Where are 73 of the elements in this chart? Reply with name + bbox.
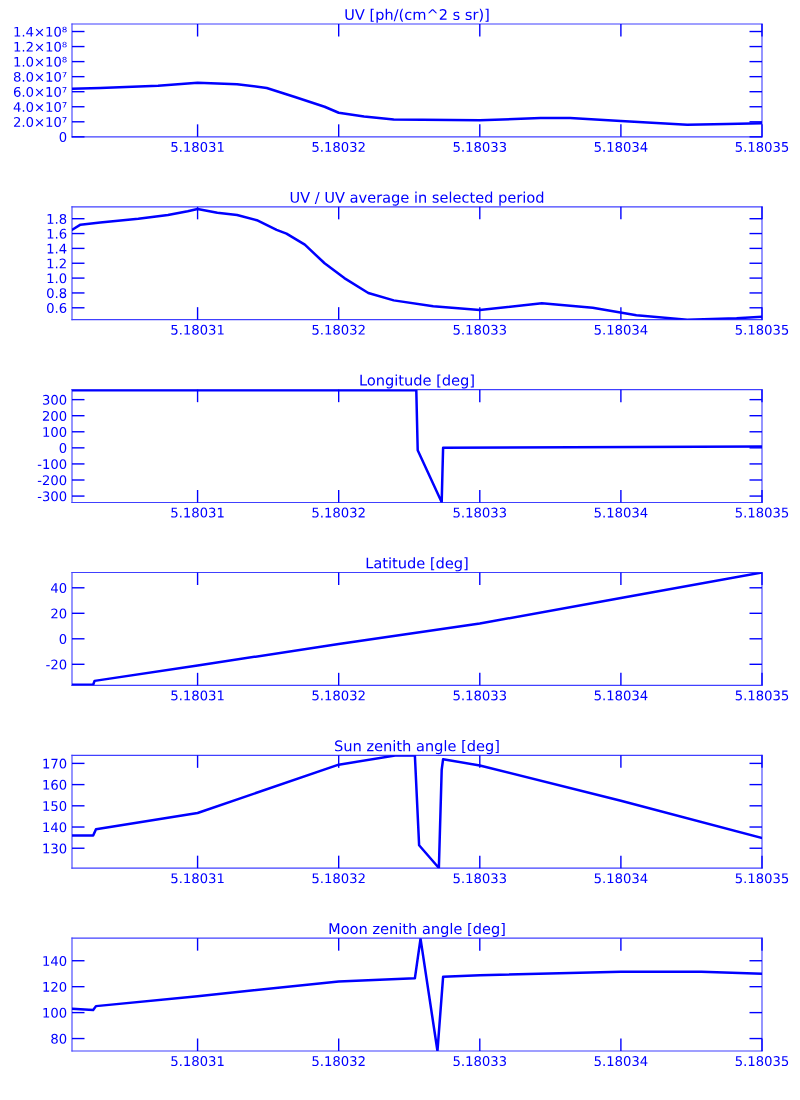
y-tick-label: -200 (37, 475, 67, 486)
x-tick-label: 5.18032 (312, 507, 365, 518)
y-tick-label: 20 (51, 608, 67, 619)
y-tick-label: 0 (59, 634, 67, 644)
line-series (72, 755, 762, 869)
x-tick-label: 5.18032 (312, 141, 365, 152)
y-tick-label: 80 (51, 1033, 67, 1044)
y-tick-label: 1.8 (47, 213, 67, 224)
y-tick-label: 8.0×10⁷ (13, 71, 67, 82)
y-tick-label: 1.2×10⁸ (14, 41, 67, 52)
chart-title: UV [ph/(cm^2 s sr)] (345, 8, 489, 23)
y-tick-label: 150 (43, 801, 67, 812)
x-tick-label: 5.18034 (594, 141, 648, 152)
x-tick-label: 5.18033 (453, 141, 507, 152)
x-tick-label: 5.18031 (171, 1056, 224, 1067)
x-tick-label: 5.18034 (594, 507, 648, 518)
y-tick-label: -20 (46, 659, 67, 670)
y-tick-label: -100 (37, 459, 67, 470)
x-tick-label: 5.18032 (312, 873, 365, 884)
x-tick-label: 5.18032 (312, 690, 365, 701)
y-tick-label: 100 (43, 1007, 67, 1018)
y-tick-label: 0.8 (47, 288, 67, 299)
x-tick-label: 5.18035 (735, 1056, 789, 1067)
chart-title: UV / UV average in selected period (290, 191, 544, 206)
y-tick-label: 4.0×10⁷ (13, 101, 67, 112)
x-tick-label: 5.18033 (453, 690, 507, 701)
y-tick-label: 130 (43, 843, 67, 854)
y-tick-label: 1.6 (47, 228, 67, 239)
x-tick-label: 5.18032 (312, 1056, 365, 1067)
x-tick-label: 5.18033 (453, 1056, 507, 1067)
x-tick-label: 5.18034 (594, 1056, 648, 1067)
x-tick-label: 5.18035 (735, 507, 789, 518)
y-tick-label: 0 (59, 132, 67, 143)
y-tick-label: 40 (50, 583, 67, 593)
y-tick-label: 160 (43, 779, 67, 790)
x-tick-label: 5.18035 (735, 690, 789, 701)
x-tick-label: 5.18034 (594, 324, 648, 335)
x-tick-label: 5.18035 (735, 873, 789, 884)
x-tick-label: 5.18035 (735, 141, 789, 152)
chart-title: Latitude [deg] (366, 557, 468, 572)
y-tick-label: 200 (42, 410, 67, 421)
y-tick-label: 300 (42, 394, 67, 405)
chart-title: Longitude [deg] (360, 374, 474, 389)
y-tick-label: 6.0×10⁷ (13, 86, 67, 97)
x-tick-label: 5.18031 (171, 141, 224, 152)
y-tick-label: 2.0×10⁷ (13, 117, 67, 127)
y-tick-label: 1.0×10⁸ (14, 56, 67, 67)
x-tick-label: 5.18033 (453, 873, 507, 884)
x-tick-label: 5.18031 (171, 873, 224, 884)
y-tick-label: 140 (43, 955, 67, 966)
y-tick-label: 100 (43, 427, 67, 437)
x-tick-label: 5.18032 (312, 324, 365, 335)
y-tick-label: 120 (43, 981, 67, 992)
y-tick-label: 0.6 (47, 303, 67, 313)
y-tick-label: 170 (43, 758, 67, 769)
x-tick-label: 5.18035 (735, 324, 789, 335)
x-tick-label: 5.18031 (171, 507, 224, 518)
y-tick-label: 1.4 (47, 243, 67, 254)
x-tick-label: 5.18033 (453, 324, 507, 335)
y-tick-label: -300 (37, 491, 67, 502)
y-tick-label: 140 (43, 822, 67, 833)
x-tick-label: 5.18031 (171, 324, 224, 335)
chart-title: Sun zenith angle [deg] (335, 740, 499, 755)
x-tick-label: 5.18034 (594, 873, 648, 884)
x-tick-label: 5.18033 (453, 507, 507, 518)
x-tick-label: 5.18031 (171, 690, 224, 701)
y-tick-label: 1.2 (47, 258, 66, 269)
line-series (72, 938, 762, 1051)
y-tick-label: 1.4×10⁸ (14, 26, 67, 37)
x-tick-label: 5.18034 (594, 690, 648, 701)
chart-title: Moon zenith angle [deg] (329, 922, 505, 938)
y-tick-label: 1.0 (47, 273, 67, 284)
y-tick-label: 0 (59, 443, 67, 454)
